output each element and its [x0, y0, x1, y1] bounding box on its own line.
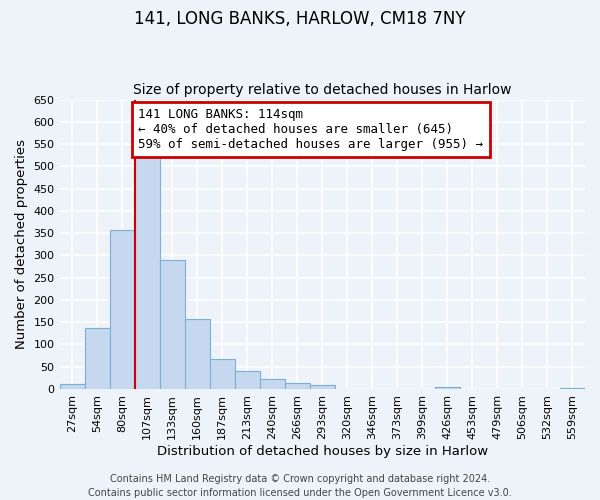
Text: 141 LONG BANKS: 114sqm
← 40% of detached houses are smaller (645)
59% of semi-de: 141 LONG BANKS: 114sqm ← 40% of detached…: [139, 108, 484, 151]
Bar: [185, 319, 209, 389]
Bar: [260, 379, 285, 389]
Bar: [435, 387, 460, 389]
Bar: [160, 260, 185, 389]
Bar: [134, 150, 160, 389]
Bar: [235, 370, 260, 389]
X-axis label: Distribution of detached houses by size in Harlow: Distribution of detached houses by size …: [157, 444, 488, 458]
Bar: [59, 384, 85, 389]
Title: Size of property relative to detached houses in Harlow: Size of property relative to detached ho…: [133, 83, 512, 97]
Text: 141, LONG BANKS, HARLOW, CM18 7NY: 141, LONG BANKS, HARLOW, CM18 7NY: [134, 10, 466, 28]
Bar: [85, 328, 110, 389]
Bar: [110, 230, 134, 389]
Bar: [285, 382, 310, 389]
Bar: [209, 359, 235, 389]
Bar: [310, 386, 335, 389]
Bar: [560, 388, 585, 389]
Text: Contains HM Land Registry data © Crown copyright and database right 2024.
Contai: Contains HM Land Registry data © Crown c…: [88, 474, 512, 498]
Y-axis label: Number of detached properties: Number of detached properties: [15, 140, 28, 350]
